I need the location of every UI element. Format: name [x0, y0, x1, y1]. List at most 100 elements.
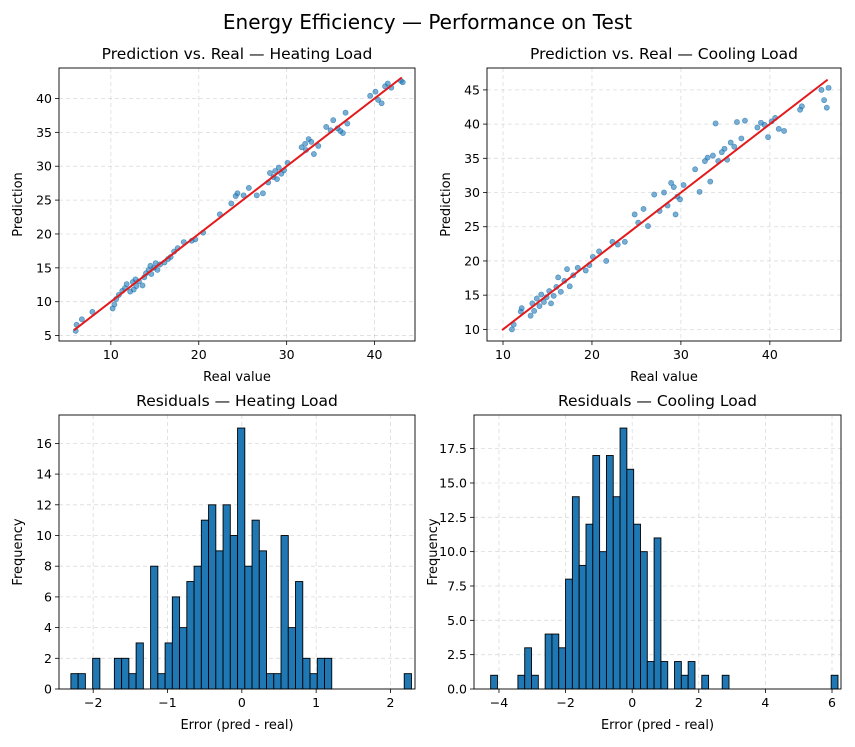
histogram-bar	[77, 673, 86, 690]
histogram-bar	[215, 550, 224, 690]
scatter-point	[564, 266, 570, 273]
x-tick-label: 10	[103, 347, 119, 362]
scatter-point	[692, 166, 699, 173]
x-tick-label: 0	[238, 695, 246, 710]
y-axis-label: Prediction	[11, 172, 26, 237]
scatter-point	[228, 200, 235, 207]
scatter-point	[518, 305, 525, 312]
scatter-point	[621, 238, 628, 245]
histogram-bar	[208, 504, 217, 690]
scatter-point	[342, 109, 349, 116]
histogram-bar	[490, 674, 498, 690]
histogram-bar	[193, 565, 202, 690]
histogram-bar	[646, 661, 655, 690]
chart-title: Prediction vs. Real — Heating Load	[102, 45, 373, 63]
histogram-bar	[258, 550, 267, 690]
histogram-bar	[171, 596, 181, 690]
axes-frame	[58, 414, 416, 690]
histogram-bar	[92, 657, 101, 690]
scatter-point	[274, 176, 280, 182]
chart-4: −4 −2 0 2 4 6 0.0 2.5 5.0 7.5 10.0 12.5 15.0 17.5 Resi…	[426, 392, 842, 733]
scatter-point	[538, 291, 545, 298]
scatter-point	[672, 211, 679, 218]
y-axis-label: Prediction	[439, 172, 454, 237]
scatter-point	[548, 300, 554, 307]
histogram-bar	[121, 657, 130, 690]
scatter-point	[704, 154, 711, 161]
histogram-bar	[619, 427, 628, 690]
scatter-point	[574, 264, 581, 271]
y-tick-label: 15	[36, 260, 52, 275]
scatter-point	[696, 188, 703, 195]
y-tick-label: 30	[36, 159, 52, 174]
y-tick-label: 2.5	[447, 647, 467, 662]
x-tick-label: 40	[367, 347, 383, 362]
scatter-point	[742, 117, 748, 124]
reference-line	[73, 76, 403, 331]
scatter-point	[668, 180, 675, 186]
y-tick-label: 35	[36, 125, 52, 140]
chart-1: 10 20 30 40 5 10 15 20 25 30 35 40 Prediction vs. Re…	[11, 45, 416, 385]
scatter-point	[754, 124, 761, 131]
chart-title: Prediction vs. Real — Cooling Load	[530, 45, 798, 63]
scatter-point	[603, 258, 610, 264]
histogram-bar	[186, 581, 195, 690]
scatter-point	[308, 138, 315, 145]
scatter-point	[260, 190, 266, 197]
histogram-bar	[674, 661, 682, 690]
scatter-point	[375, 96, 381, 103]
scatter-point	[677, 196, 683, 203]
scatter-point	[781, 128, 787, 134]
scatter-point	[527, 312, 534, 319]
scatter-point	[78, 316, 85, 323]
histogram-bar	[70, 673, 79, 690]
x-tick-label: 0	[628, 695, 636, 710]
scatter-point	[775, 125, 782, 132]
scatter-point	[536, 303, 543, 310]
scatter-point	[133, 283, 140, 290]
histogram-bar	[517, 674, 526, 690]
figure-title: Energy Efficiency — Performance on Test	[222, 10, 633, 34]
scatter-point	[765, 134, 771, 141]
scatter-point	[139, 282, 146, 289]
histogram-bar	[237, 427, 246, 690]
histogram-bar	[150, 565, 159, 690]
histogram-bar	[544, 633, 553, 690]
scatter-point	[533, 295, 540, 302]
x-axis-label: Real value	[630, 370, 698, 385]
y-tick-label: 30	[464, 185, 480, 200]
scatter-point	[640, 206, 647, 212]
scatter-point	[727, 139, 734, 146]
scatter-point	[680, 182, 687, 188]
axes-frame	[486, 67, 842, 342]
histogram-bar	[316, 657, 325, 690]
scatter-point	[712, 120, 719, 127]
y-tick-label: 25	[464, 219, 480, 234]
y-tick-label: 40	[464, 117, 480, 132]
histogram-bar	[633, 523, 641, 690]
x-tick-label: 10	[495, 347, 511, 362]
x-tick-label: −2	[84, 695, 102, 710]
histogram-bar	[157, 673, 166, 690]
x-tick-label: −1	[158, 695, 176, 710]
scatter-point	[651, 191, 658, 198]
reference-line	[501, 78, 829, 331]
histogram-bar	[701, 674, 710, 690]
scatter-point	[267, 170, 273, 176]
scatter-point	[323, 124, 330, 130]
histogram-bar	[592, 455, 601, 690]
histogram-bar	[578, 564, 587, 690]
scatter-point	[670, 184, 677, 190]
scatter-point	[298, 144, 305, 151]
scatter-point	[818, 86, 825, 93]
y-tick-label: 17.5	[439, 441, 467, 456]
scatter-point	[509, 326, 515, 333]
x-tick-label: 2	[386, 695, 394, 710]
histogram-bar	[295, 581, 304, 690]
histogram-bar	[164, 642, 173, 690]
scatter-point	[531, 307, 538, 314]
scatter-point	[302, 140, 309, 147]
x-tick-label: 6	[828, 695, 836, 710]
scatter-point	[821, 97, 828, 104]
y-tick-label: 0.0	[447, 682, 467, 697]
